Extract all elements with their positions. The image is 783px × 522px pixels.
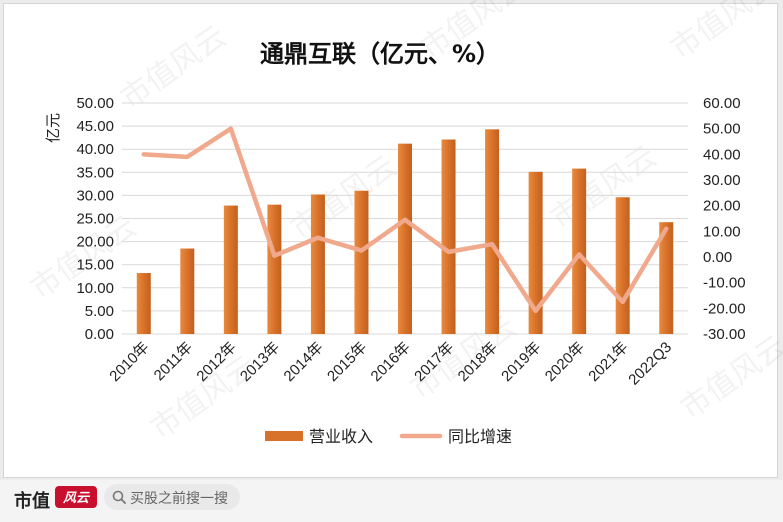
growth-line [141,126,669,314]
bar [528,171,543,334]
y-right-tick-label: 30.00 [703,172,741,189]
bar [354,190,369,334]
bar [267,204,282,334]
legend-bar-swatch [265,431,303,441]
bar [441,139,456,334]
search-icon [112,490,126,504]
y-left-tick-label: 10.00 [76,280,114,297]
legend: 营业收入 同比增速 [265,427,512,446]
y-axis-left-label: 亿元 [44,113,62,143]
y-right-tick-label: -30.00 [703,326,746,343]
y-right-tick-label: 60.00 [703,95,741,112]
watermark-text: 市值风云 [675,329,783,426]
bar [572,168,587,334]
watermark-text: 市值风云 [115,19,233,116]
bar-series [136,129,674,334]
y-axis-left: 0.00 5.00 10.00 15.00 20.00 25.00 30.00 35.00 40… [76,95,114,343]
y-left-tick-label: 5.00 [85,303,114,320]
brand-stamp-text: 风云 [62,491,91,505]
chart-title: 通鼎互联（亿元、%） [260,40,500,68]
x-tick-label: 2022Q3 [625,339,675,389]
y-right-tick-label: 10.00 [703,223,741,240]
legend-bar-label: 营业收入 [309,427,373,446]
x-tick-label: 2014年 [281,339,327,385]
search-box[interactable] [104,484,240,510]
x-tick-label: 2020年 [542,339,588,385]
y-axis-right: -30.00 -20.00 -10.00 0.00 10.00 20.00 30.00 40.… [703,95,746,343]
watermark-text: 市值风云 [405,309,523,406]
y-right-tick-label: 50.00 [703,121,741,138]
y-right-tick-label: 20.00 [703,198,741,215]
y-left-tick-label: 40.00 [76,141,114,158]
y-left-tick-label: 20.00 [76,234,114,251]
legend-line-label: 同比增速 [448,427,512,446]
bar [136,273,151,334]
y-right-tick-label: -20.00 [703,300,746,317]
y-left-tick-label: 35.00 [76,164,114,181]
y-left-tick-label: 50.00 [76,95,114,112]
y-left-tick-label: 25.00 [76,211,114,228]
bar [615,197,630,334]
x-tick-label: 2021年 [585,339,631,385]
y-right-tick-label: 40.00 [703,146,741,163]
line-series [141,126,669,314]
watermark-text: 市值风云 [545,139,663,236]
x-axis: 2010年2011年2012年2013年2014年2015年2016年2017年… [106,339,675,389]
x-tick-label: 2015年 [324,339,370,385]
bar [485,129,500,334]
bar [180,248,195,334]
bar [398,143,412,334]
brand-stamp: 风云 [55,486,97,508]
brand-logo: 市值 [14,491,50,512]
bar [659,222,674,334]
watermark-text: 市值风云 [665,0,783,67]
y-left-tick-label: 15.00 [76,257,114,274]
y-right-tick-label: 0.00 [703,249,732,266]
bar [223,205,238,334]
x-tick-label: 2010年 [106,339,152,385]
bar [310,194,325,334]
y-left-tick-label: 45.00 [76,118,114,135]
y-left-tick-label: 0.00 [85,326,114,343]
y-right-tick-label: -10.00 [703,275,746,292]
search-placeholder[interactable]: 买股之前搜一搜 [130,491,228,507]
x-tick-label: 2011年 [151,339,196,384]
chart-card [3,3,778,478]
y-left-tick-label: 30.00 [76,187,114,204]
